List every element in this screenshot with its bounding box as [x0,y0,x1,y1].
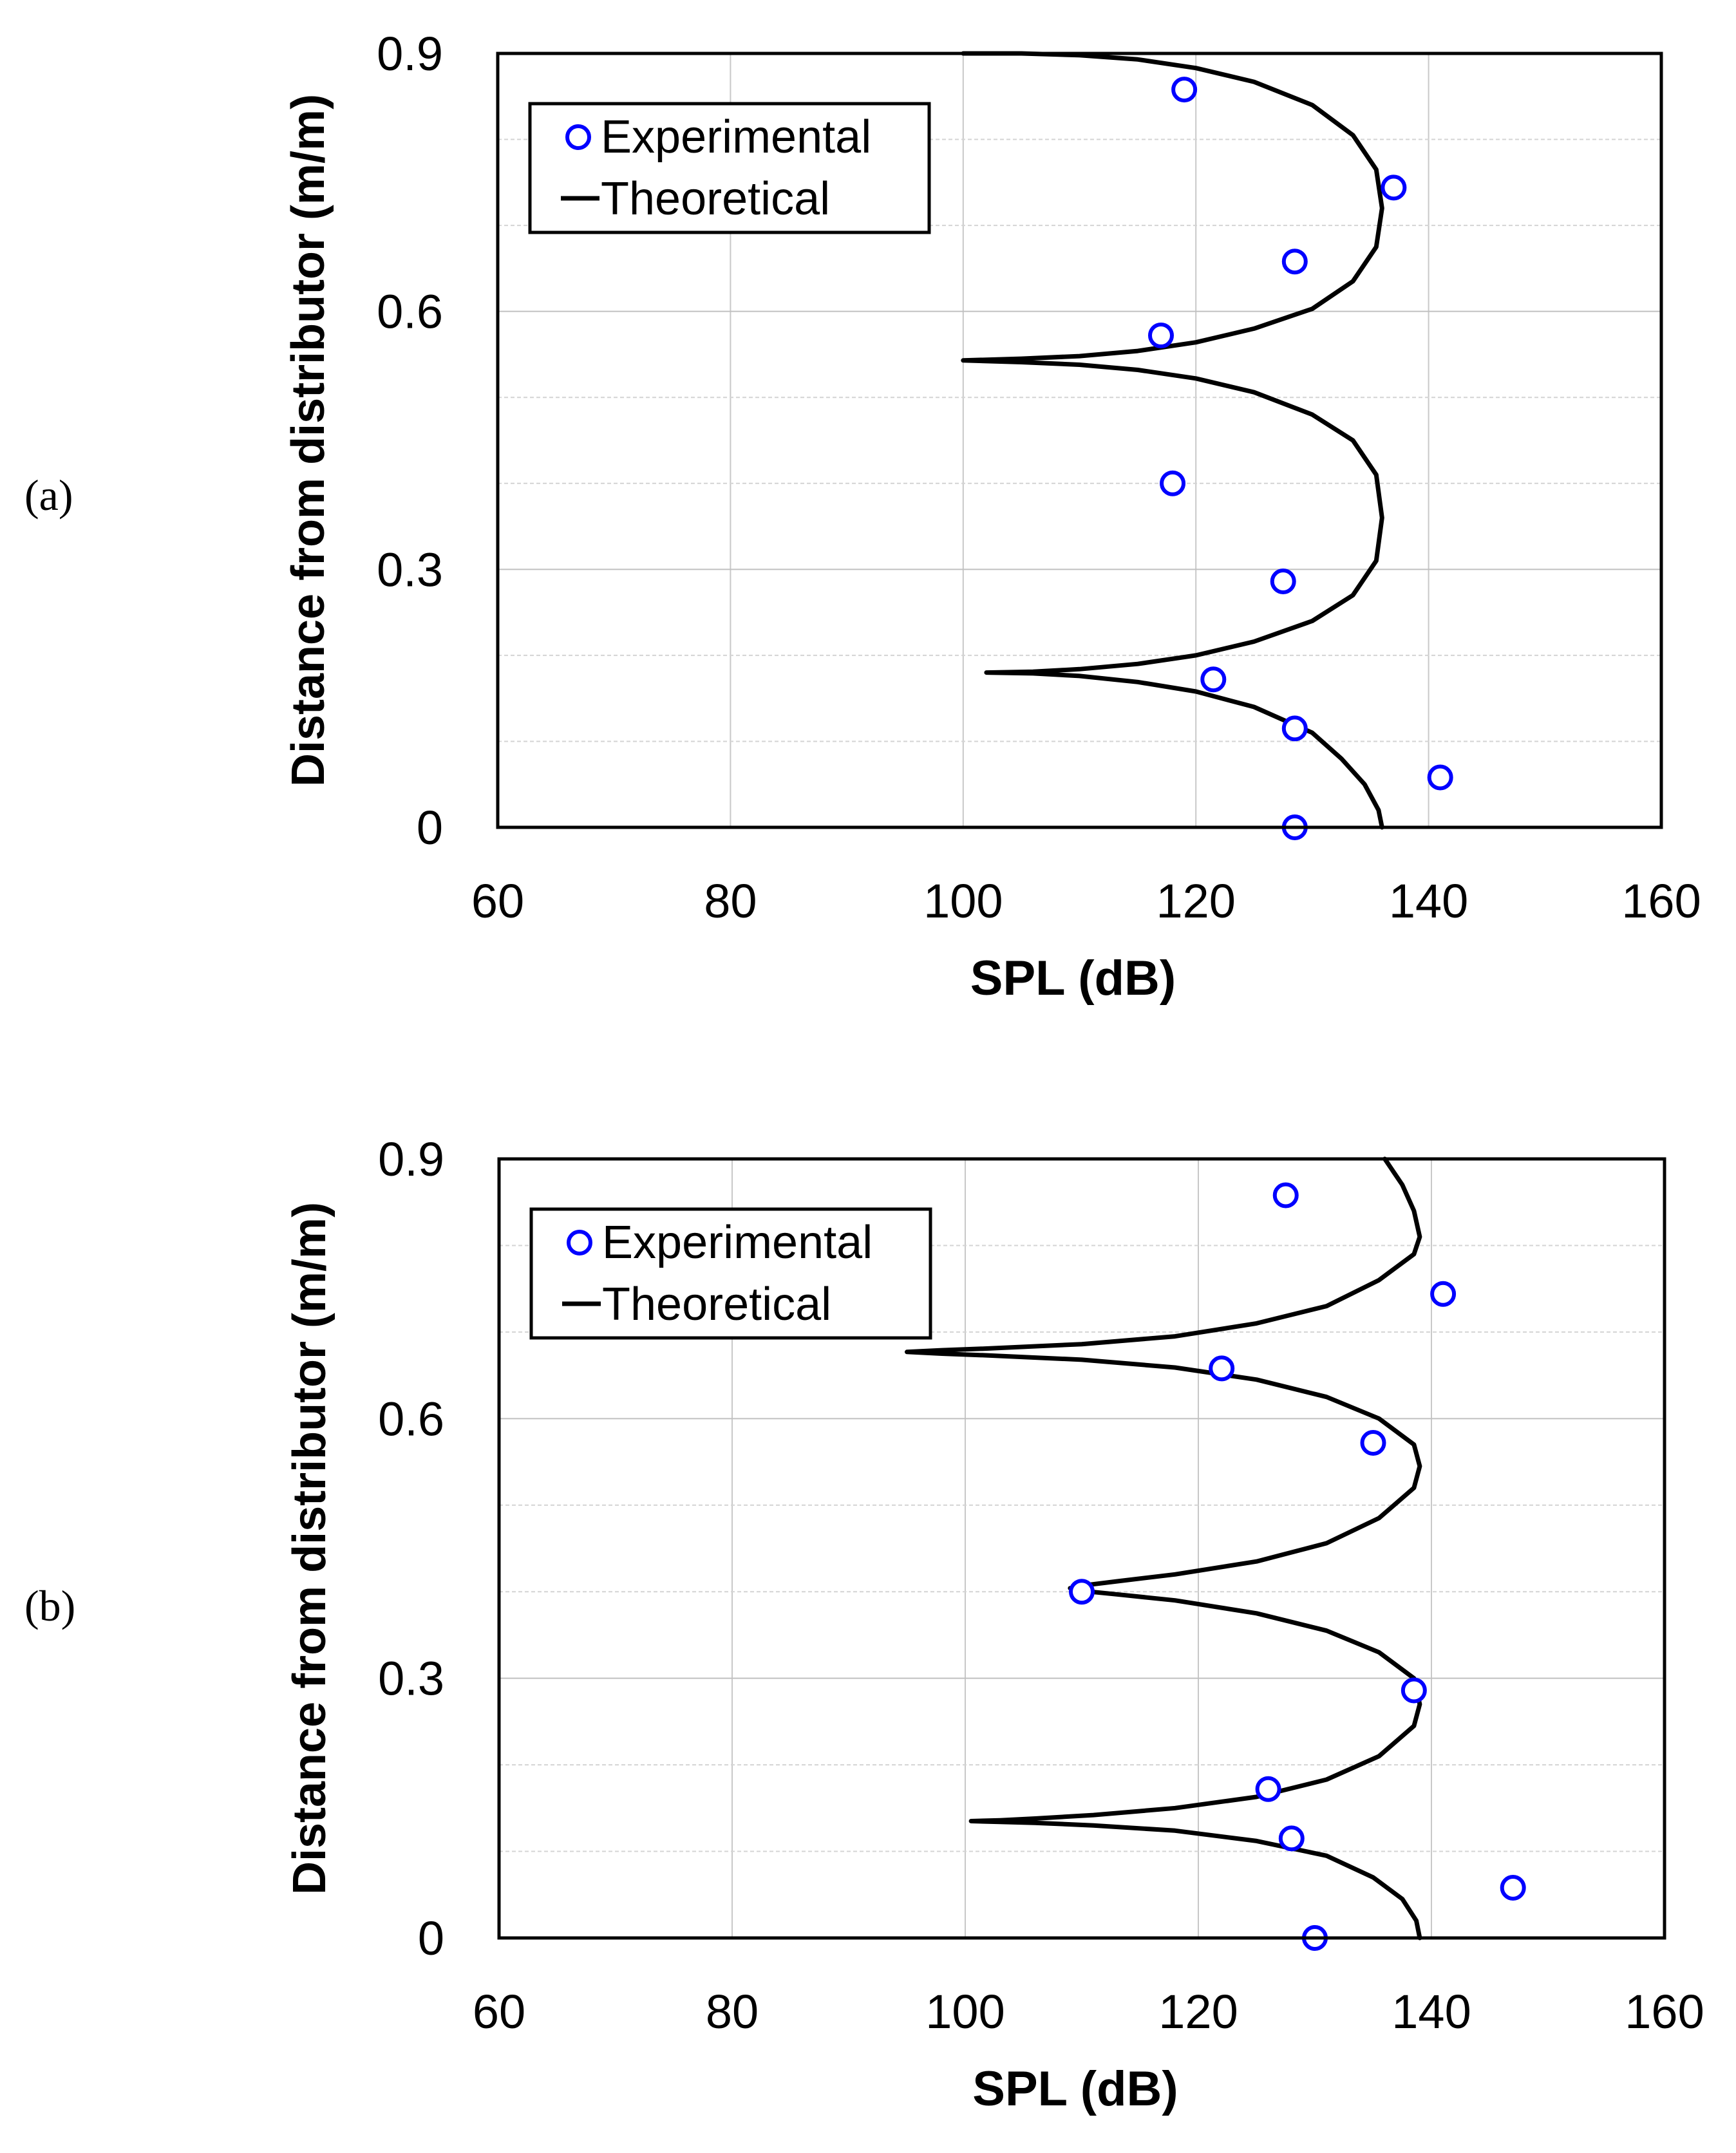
y-axis-title: Distance from distributor (m/m) [284,1202,335,1895]
x-tick-label: 160 [1621,874,1701,928]
y-tick-label: 0.6 [378,1392,444,1445]
theoretical-curve [905,1156,1422,1941]
x-tick-label: 80 [706,1985,759,2038]
x-tick-label: 80 [704,874,757,928]
y-tick-label: 0.6 [377,285,443,339]
theoretical-curve [961,51,1384,830]
experimental-point [1401,1677,1427,1704]
x-axis-title: SPL (dB) [970,951,1176,1006]
experimental-point [1278,1825,1305,1852]
experimental-point [1255,1776,1281,1802]
plot-frame [497,1157,1666,1940]
x-tick-label: 100 [923,874,1003,928]
y-axis-title: Distance from distributor (m/m) [283,94,334,787]
panel-label-b: (b) [24,1581,76,1630]
experimental-point [1427,764,1453,791]
y-tick-label: 0.3 [377,543,443,596]
panel-label-a: (a) [24,471,73,520]
y-tick-label: 0.9 [378,1133,444,1186]
legend-label-experimental: Experimental [601,111,871,163]
experimental-point [1430,1281,1457,1307]
legend-box [529,1207,932,1340]
experimental-point [1272,1182,1299,1208]
legend: Experimental Theoretical [529,1207,932,1340]
experimental-point [1281,249,1308,275]
chart-panel-a: 60 80 100 120 140 160 0 0.3 0.6 0.9 SPL (dB) Distan… [283,27,1701,1006]
experimental-point [1209,1355,1235,1382]
experimental-point [1281,715,1308,742]
legend-marker-experimental [565,124,591,150]
y-tick-label: 0 [417,801,443,854]
x-tick-label: 60 [473,1985,525,2038]
y-tick-label: 0 [418,1912,444,1965]
experimental-point [1160,470,1186,496]
experimental-point [1270,569,1296,595]
legend-label-theoretical: Theoretical [601,173,830,225]
x-tick-label: 140 [1392,1985,1471,2038]
experimental-point [1500,1875,1526,1901]
experimental-point [1069,1579,1095,1605]
experimental-point [1381,174,1407,201]
x-tick-label: 120 [1158,1985,1238,2038]
x-tick-label: 60 [471,874,524,928]
legend-box [528,102,931,234]
x-tick-label: 160 [1625,1985,1704,2038]
plot-frame [496,52,1663,829]
experimental-point [1200,666,1227,693]
legend-marker-experimental [567,1230,592,1255]
experimental-point [1147,323,1174,349]
x-axis-title: SPL (dB) [972,2062,1178,2116]
x-tick-label: 100 [925,1985,1005,2038]
legend-label-experimental: Experimental [602,1217,873,1268]
experimental-point [1171,77,1198,103]
x-tick-label: 140 [1389,874,1468,928]
y-tick-label: 0.9 [377,27,443,80]
chart-panel-b: 60 80 100 120 140 160 0 0.3 0.6 0.9 SPL (dB) Distan… [284,1133,1704,2116]
legend-label-theoretical: Theoretical [602,1279,831,1330]
legend: Experimental Theoretical [528,102,931,234]
experimental-point [1360,1429,1386,1456]
y-tick-label: 0.3 [378,1652,444,1706]
x-tick-label: 120 [1156,874,1235,928]
